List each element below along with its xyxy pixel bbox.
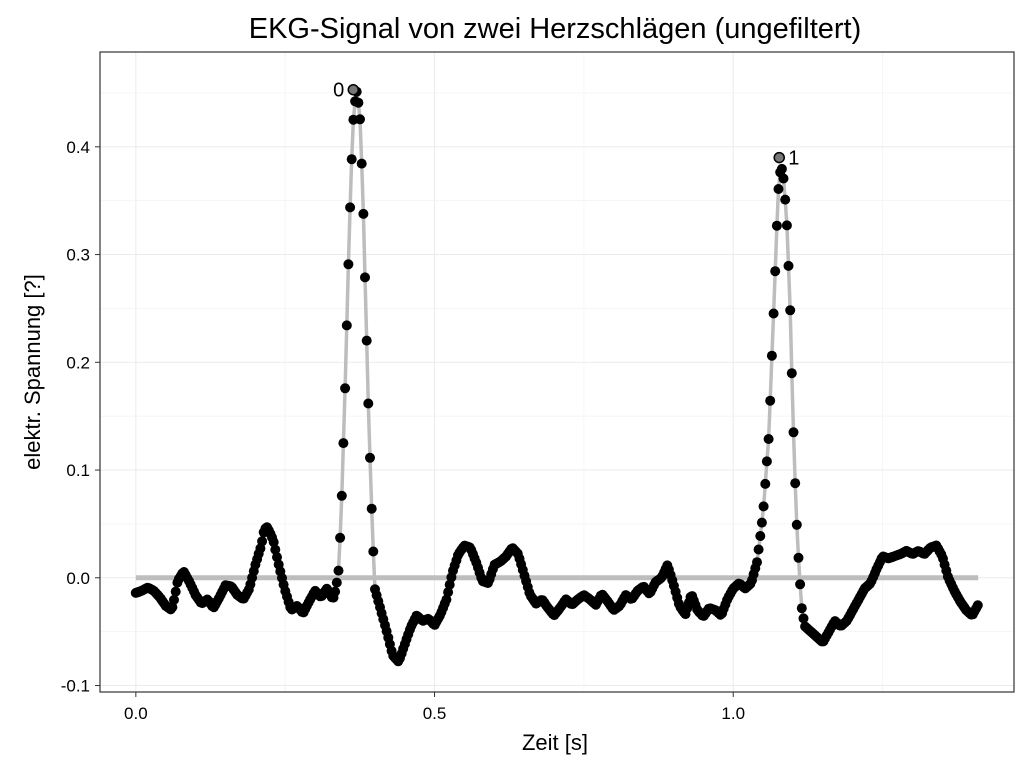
data-point	[795, 579, 806, 590]
data-point	[768, 308, 779, 319]
data-point	[773, 184, 784, 194]
plot-border	[99, 51, 1015, 693]
data-point	[793, 552, 804, 563]
data-point	[796, 603, 807, 614]
data-point	[356, 158, 367, 169]
y-tick-label: 0.1	[66, 461, 90, 480]
data-point	[790, 478, 801, 489]
data-point	[765, 395, 776, 406]
data-point	[756, 517, 767, 528]
data-point	[341, 320, 352, 331]
x-axis: 0.0 0.5 1.0	[124, 692, 745, 723]
data-point	[760, 478, 771, 489]
data-point	[786, 368, 797, 379]
data-point	[340, 383, 351, 394]
data-point	[778, 173, 789, 184]
data-point	[763, 434, 774, 444]
y-tick-label: 0.3	[66, 246, 90, 265]
data-point	[368, 546, 379, 557]
data-point	[355, 114, 365, 125]
y-tick-label: 0.0	[66, 569, 90, 588]
data-point	[758, 501, 769, 512]
x-tick-label: 0.0	[124, 704, 148, 723]
data-point	[268, 537, 279, 548]
data-point	[761, 456, 772, 467]
data-point	[972, 600, 983, 611]
data-point	[755, 531, 766, 541]
data-point	[776, 163, 787, 174]
data-point	[365, 452, 375, 463]
data-point	[443, 587, 454, 598]
data-point	[781, 220, 792, 231]
data-point	[343, 259, 354, 270]
data-point	[257, 536, 268, 547]
data-point	[771, 220, 782, 231]
y-tick-label: 0.4	[66, 138, 90, 157]
data-point	[798, 613, 809, 624]
data-point	[361, 335, 372, 346]
y-tick-label: -0.1	[61, 677, 90, 696]
data-point	[346, 154, 357, 165]
data-point	[169, 594, 179, 605]
data-point	[336, 490, 347, 501]
data-point	[170, 586, 181, 597]
y-tick-label: 0.2	[66, 353, 90, 372]
data-point	[363, 398, 374, 409]
data-point	[333, 565, 344, 576]
data-points	[130, 86, 983, 667]
chart-title: EKG-Signal von zwei Herzschlägen (ungefi…	[249, 13, 862, 45]
y-axis: -0.1 0.0 0.1 0.2 0.3 0.4	[61, 138, 100, 696]
data-point	[360, 272, 370, 283]
data-point	[358, 208, 369, 219]
x-tick-label: 1.0	[721, 704, 745, 723]
data-point	[353, 97, 364, 108]
data-point	[785, 305, 796, 316]
data-point	[753, 544, 764, 555]
peak-marker	[773, 151, 785, 164]
data-point	[335, 532, 346, 543]
data-point	[345, 202, 356, 213]
data-point	[331, 577, 342, 588]
data-point	[770, 266, 781, 277]
data-point	[366, 503, 377, 514]
data-point	[791, 519, 802, 530]
data-point	[752, 557, 762, 568]
x-tick-label: 0.5	[423, 704, 447, 723]
data-point	[783, 260, 794, 271]
y-axis-title: elektr. Spannung [?]	[20, 274, 45, 470]
data-point	[270, 544, 281, 555]
peak-markers: 01	[333, 80, 799, 170]
peak-marker	[347, 83, 360, 96]
x-axis-title: Zeit [s]	[522, 730, 588, 755]
peak-label: 0	[333, 80, 344, 102]
peak-label: 1	[788, 148, 799, 170]
data-point	[766, 350, 777, 361]
data-point	[338, 438, 349, 449]
data-point	[330, 586, 341, 597]
data-point	[788, 427, 799, 438]
data-point	[780, 194, 791, 205]
